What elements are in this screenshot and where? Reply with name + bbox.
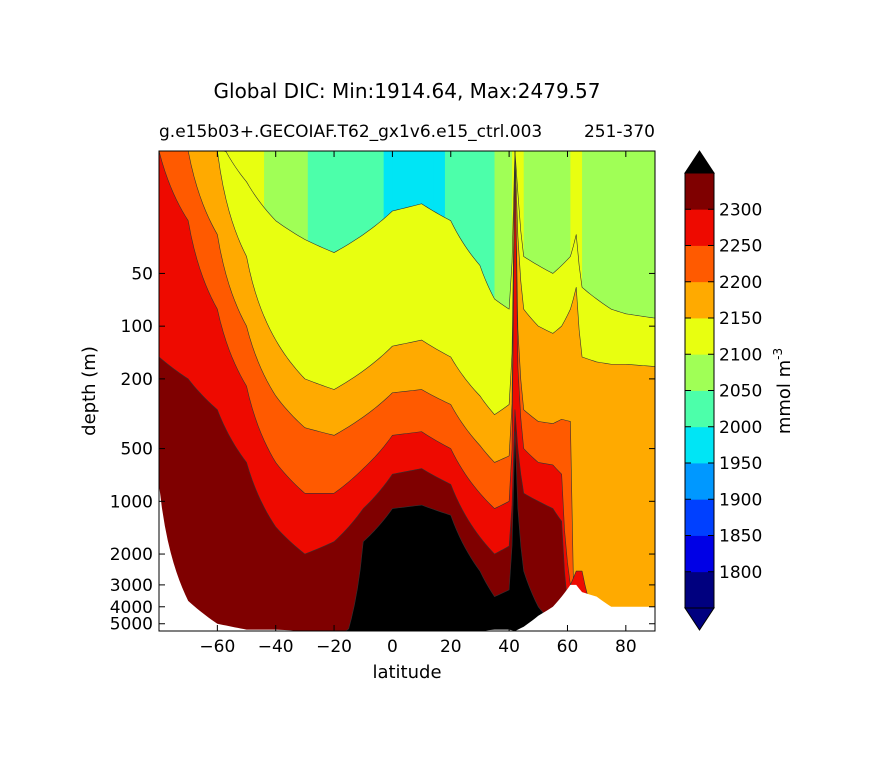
colorbar-tick-label: 2000	[719, 418, 762, 438]
colorbar-extend-under	[684, 607, 715, 631]
chart-subtitle-left: g.e15b03+.GECOIAF.T62_gx1v6.e15_ctrl.003	[159, 122, 542, 142]
y-tick-label: 200	[121, 370, 153, 390]
colorbar-tick-label: 1850	[719, 527, 762, 547]
colorbar-band	[685, 318, 714, 355]
chart-title: Global DIC: Min:1914.64, Max:2479.57	[214, 79, 601, 103]
bathymetry-mask	[159, 484, 655, 631]
x-tick-label: 20	[440, 637, 462, 657]
y-tick-label: 2000	[110, 545, 153, 565]
colorbar-band	[685, 281, 714, 319]
contour-band-2350	[159, 431, 655, 631]
colorbar-band	[685, 173, 714, 210]
colorbar: 1800 1850 1900 1950 2000 2050 2100 2150 2200 2250…	[684, 150, 762, 631]
colorbar-tick-label: 1800	[719, 563, 762, 583]
x-tick-label: 60	[557, 637, 579, 657]
colorbar-band	[685, 426, 714, 464]
y-tick-label: 100	[121, 317, 153, 337]
plot-frame	[158, 150, 656, 632]
x-tick-label: 80	[615, 637, 637, 657]
colorbar-tick-label: 2250	[719, 237, 762, 257]
colorbar-extend-over	[684, 150, 715, 174]
x-tick-label: 0	[387, 637, 398, 657]
plot-area: −60 −40 −20 0 20 40 60 80 50 100 200 500 1000 2000 30…	[110, 150, 656, 657]
x-tick-label: −60	[199, 637, 235, 657]
colorbar-band	[685, 499, 714, 536]
colorbar-tick-label: 2150	[719, 309, 762, 329]
y-tick-label: 4000	[110, 598, 153, 618]
colorbar-band	[685, 535, 714, 573]
contour-field	[159, 151, 655, 631]
x-tick-label: −20	[316, 637, 352, 657]
y-tick-label: 1000	[110, 492, 153, 512]
colorbar-label-exponent: -3	[771, 348, 785, 360]
colorbar-label-unit: mmol m	[774, 360, 795, 434]
colorbar-band	[685, 209, 714, 246]
colorbar-band	[685, 463, 714, 500]
y-tick-label: 5000	[110, 615, 153, 635]
x-axis-ticks: −60 −40 −20 0 20 40 60 80	[199, 151, 637, 657]
colorbar-tick-label: 2300	[719, 200, 762, 220]
colorbar-band	[685, 354, 714, 391]
x-axis-label: latitude	[372, 662, 441, 683]
colorbar-band	[685, 390, 714, 428]
chart-subtitle-right: 251-370	[584, 122, 655, 142]
y-tick-label: 3000	[110, 576, 153, 596]
y-tick-label: 50	[131, 264, 153, 284]
colorbar-band	[685, 245, 714, 283]
x-tick-label: −40	[258, 637, 294, 657]
colorbar-band	[685, 571, 714, 609]
colorbar-tick-label: 2100	[719, 345, 762, 365]
y-tick-label: 500	[121, 440, 153, 460]
colorbar-tick-label: 1950	[719, 454, 762, 474]
colorbar-tick-label: 2050	[719, 382, 762, 402]
x-tick-label: 40	[498, 637, 520, 657]
y-axis-label: depth (m)	[79, 346, 100, 436]
colorbar-tick-label: 2200	[719, 273, 762, 293]
colorbar-label: mmol m-3	[771, 348, 795, 434]
colorbar-tick-label: 1900	[719, 490, 762, 510]
